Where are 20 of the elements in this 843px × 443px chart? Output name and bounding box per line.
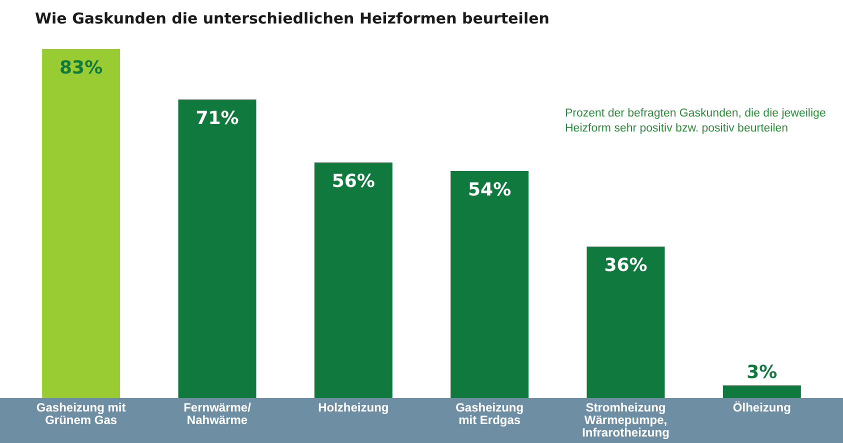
chart-title: Wie Gaskunden die unterschiedlichen Heizformen beurteilen bbox=[35, 10, 550, 28]
data-label: 83% bbox=[60, 58, 103, 78]
annotation: Prozent der befragten Gaskunden, die die jeweilige Heizform sehr positiv bzw. positiv beurteilen bbox=[565, 108, 826, 134]
data-label: 54% bbox=[468, 179, 512, 200]
x-tick-label: Gasheizung mit Erdgas bbox=[456, 400, 524, 427]
bar bbox=[314, 162, 392, 398]
data-label: 56% bbox=[332, 171, 375, 192]
x-tick-label: Ölheizung bbox=[732, 400, 791, 414]
x-tick-label: Holzheizung bbox=[318, 400, 389, 414]
data-label: 3% bbox=[746, 362, 778, 383]
data-label: 71% bbox=[196, 108, 239, 129]
bar bbox=[42, 49, 120, 398]
bar bbox=[178, 99, 256, 398]
x-tick-label: Fernwärme/ Nahwärme bbox=[184, 400, 252, 427]
bar bbox=[450, 170, 529, 398]
x-tick-label: Stromheizung Wärmepumpe, Infrarotheizung bbox=[582, 400, 670, 440]
data-label: 36% bbox=[604, 255, 648, 276]
x-tick-label: Gasheizung mit Grünem Gas bbox=[36, 400, 126, 427]
bar bbox=[722, 385, 801, 398]
bar bbox=[586, 246, 665, 398]
